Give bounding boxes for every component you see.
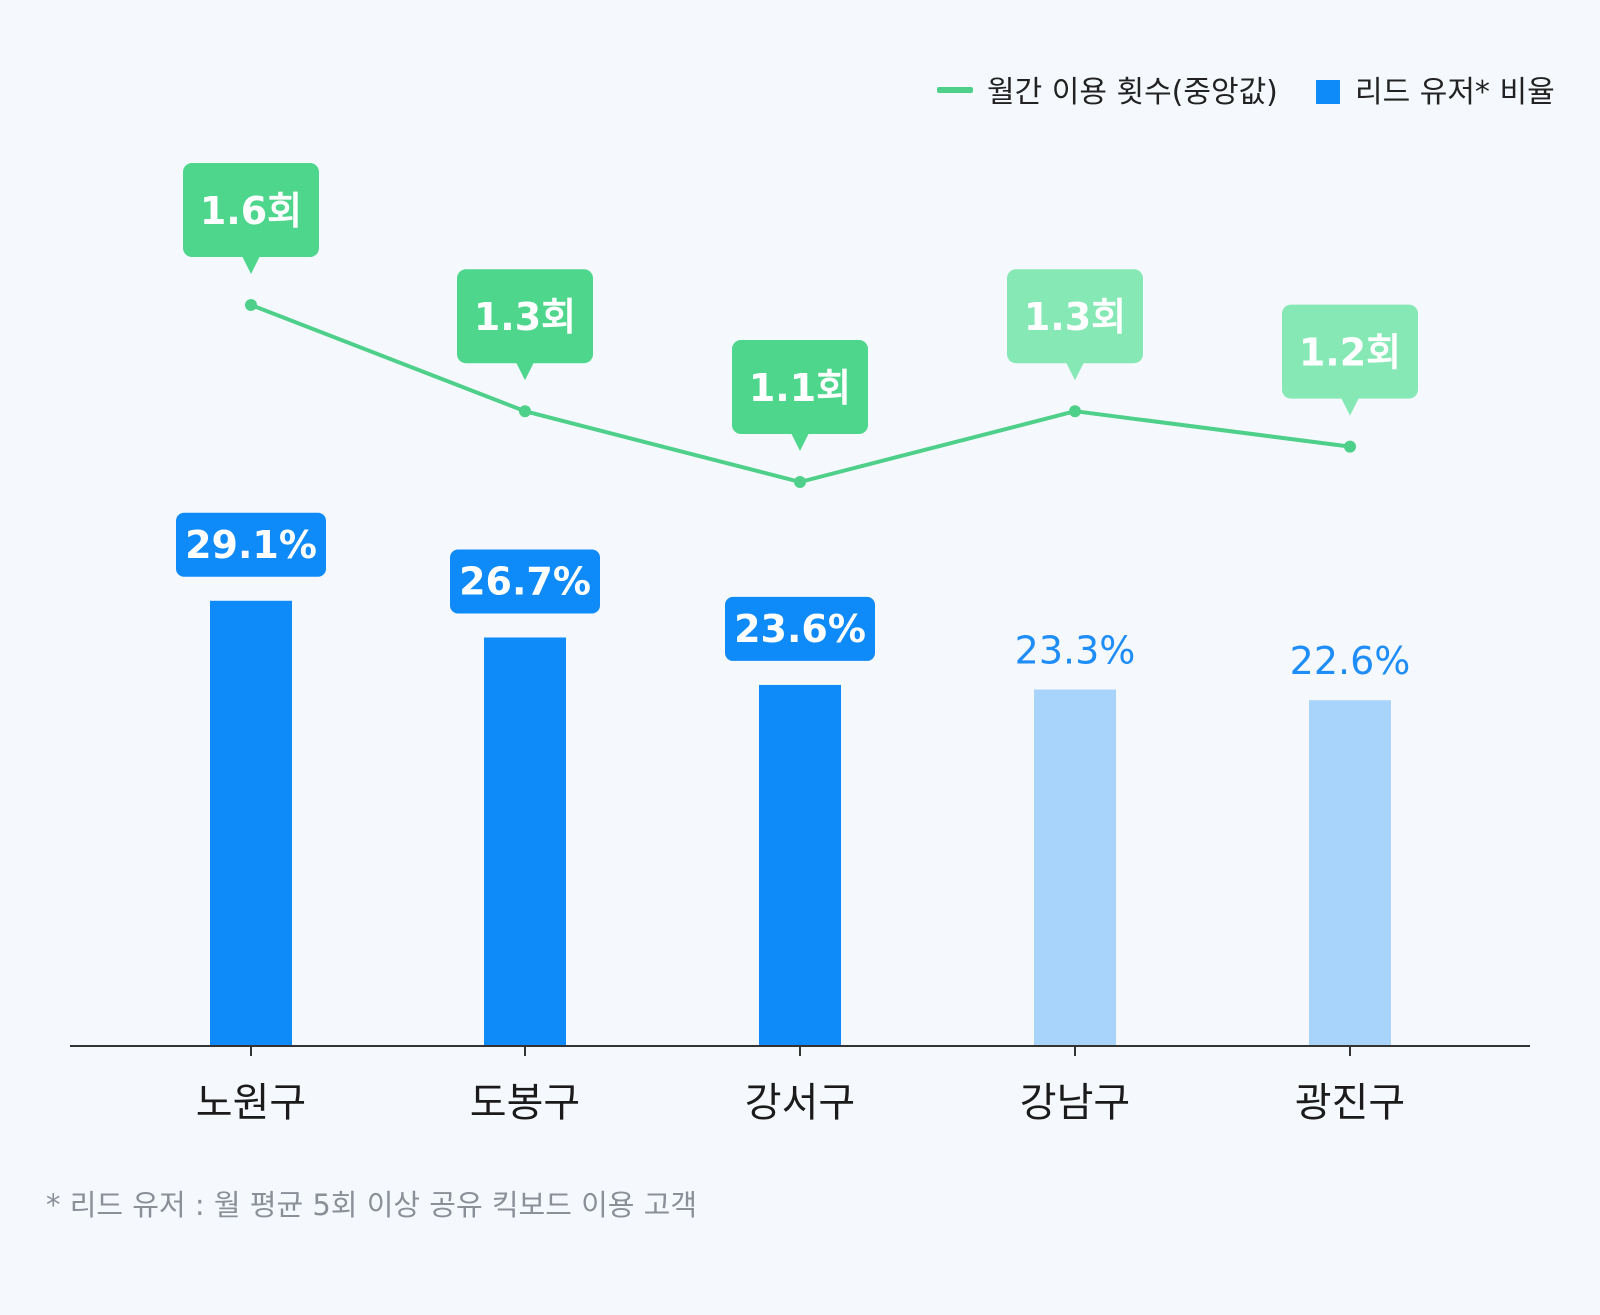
line-point-2 [519,405,531,418]
line-value-pointer-5 [1341,397,1359,416]
footnote: * 리드 유저 : 월 평균 5회 이상 공유 킥보드 이용 고객 [46,1188,698,1222]
line-value-tag-4 [1007,269,1143,364]
bar-value-label-3: 23.6% [734,607,866,651]
x-axis: 노원구 도봉구 강서구 강남구 광진구 [70,1045,1530,1126]
x-tick-label-3: 강서구 [745,1080,855,1126]
bar-value-label-2: 26.7% [459,559,591,603]
bar-5 [1309,700,1391,1046]
bar-value-label-1: 29.1% [185,523,317,567]
line-value-tag-2 [457,269,593,364]
line-point-4 [1069,405,1081,418]
x-tick-label-1: 노원구 [196,1080,306,1126]
line-point-5 [1344,440,1356,453]
line-value-tag-1 [183,163,319,257]
x-tick-label-5: 광진구 [1295,1080,1405,1126]
bar-value-tag-3 [725,596,875,661]
line-value-pointer-3 [791,433,809,451]
line-value-tag-3 [732,340,868,434]
legend-line-label: 월간 이용 횟수(중앙값) [987,75,1278,110]
bar-2 [484,637,566,1046]
bar-value-tag-1 [176,512,326,577]
line-value-label-5: 1.2회 [1299,331,1401,375]
bar-value-tag-2 [450,549,600,614]
line-value-label-3: 1.1회 [749,366,851,410]
bar-value-label-5: 22.6% [1290,639,1411,683]
line-value-label-2: 1.3회 [474,295,576,339]
legend: 월간 이용 횟수(중앙값) 리드 유저* 비율 [937,75,1555,110]
legend-line-swatch [937,87,973,93]
line-value-pointer-2 [516,362,534,381]
line-value-label-4: 1.3회 [1024,295,1126,339]
bar-4 [1034,689,1116,1046]
legend-bar-swatch [1316,80,1340,104]
line-value-label-1: 1.6회 [200,189,302,233]
line-value-tag-5 [1282,304,1418,399]
x-tick-label-4: 강남구 [1020,1080,1130,1126]
line-value-pointer-4 [1066,362,1084,381]
bar-1 [210,600,292,1046]
line-series: 1.6회 1.3회 1.1회 1.3회 1.2회 [183,163,1418,488]
bar-value-label-4: 23.3% [1015,629,1136,673]
line-value-pointer-1 [242,256,260,274]
legend-bar-label: 리드 유저* 비율 [1355,75,1555,110]
line-point-3 [794,476,806,488]
x-tick-label-2: 도봉구 [470,1080,580,1126]
bar-series: 29.1% 26.7% 23.6% 23.3% 22.6% [176,512,1411,1046]
line-point-1 [245,299,257,311]
bar-3 [759,684,841,1046]
